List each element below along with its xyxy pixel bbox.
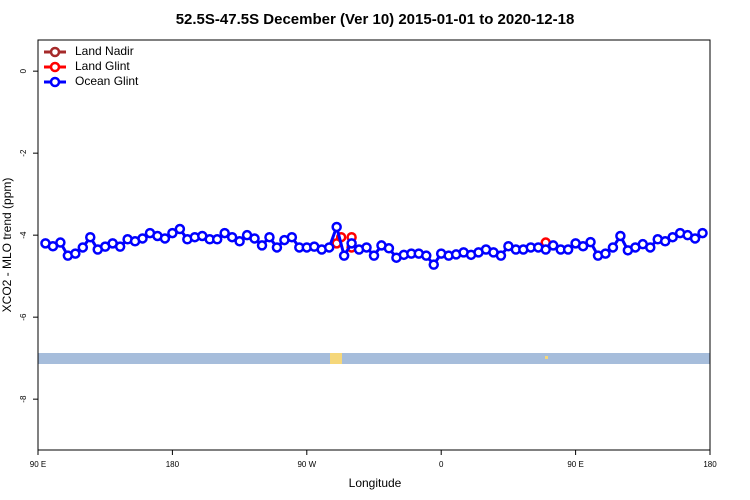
data-point [645,242,656,253]
legend-marker [49,76,61,88]
data-point [540,244,551,255]
data-point [137,233,148,244]
data-point [577,240,589,252]
data-point [226,231,238,243]
land-strip [330,353,342,364]
y-tick-label: -2 [19,149,28,157]
data-point [600,248,611,259]
legend-label: Land Glint [75,59,130,73]
data-point [659,236,671,247]
data-point [219,227,230,239]
x-tick-label: 90 E [30,460,46,469]
legend-marker [49,61,61,73]
legend-marker [49,46,61,58]
data-point [234,236,245,247]
x-axis-label: Longitude [349,476,402,490]
surface-strip [38,353,710,364]
data-point [383,243,395,254]
y-axis-label: XCO2 - MLO trend (ppm) [0,178,14,313]
data-point [338,250,350,261]
land-strip [545,356,548,359]
chart-title: 52.5S-47.5S December (Ver 10) 2015-01-01… [176,11,575,28]
data-point [114,241,126,252]
data-point [323,242,335,253]
data-point [77,242,89,253]
data-point [495,250,507,261]
data-point [264,231,275,243]
data-point [607,242,619,253]
data-point [361,242,372,253]
x-tick-label: 0 [439,460,444,469]
y-tick-label: 0 [19,68,28,73]
data-point [249,233,260,244]
y-tick-label: -6 [19,313,28,321]
plot-frame [37,39,711,451]
data-point [55,237,66,248]
data-point [159,233,171,244]
data-point [70,248,81,259]
x-tick-label: 90 E [567,460,583,469]
legend-label: Ocean Glint [75,74,139,88]
data-point [256,240,268,251]
data-point [368,250,380,261]
data-point [697,227,708,239]
data-point [547,240,559,251]
data-point [428,259,439,270]
data-point [667,231,678,243]
data-point [174,223,186,235]
y-tick-label: -4 [19,231,28,239]
data-point [689,233,701,244]
data-point [167,227,178,239]
data-point [585,236,596,248]
legend-label: Land Nadir [75,44,134,58]
data-point [346,238,357,249]
data-point [211,234,223,245]
data-point [562,244,574,255]
data-point [286,231,298,243]
x-tick-label: 90 W [297,460,316,469]
data-point [271,242,283,253]
data-point [331,221,342,233]
y-tick-label: -8 [19,395,28,403]
data-point [615,230,626,242]
x-tick-label: 180 [166,460,180,469]
data-point [85,231,96,243]
data-point [421,250,432,261]
x-tick-label: 180 [703,460,717,469]
